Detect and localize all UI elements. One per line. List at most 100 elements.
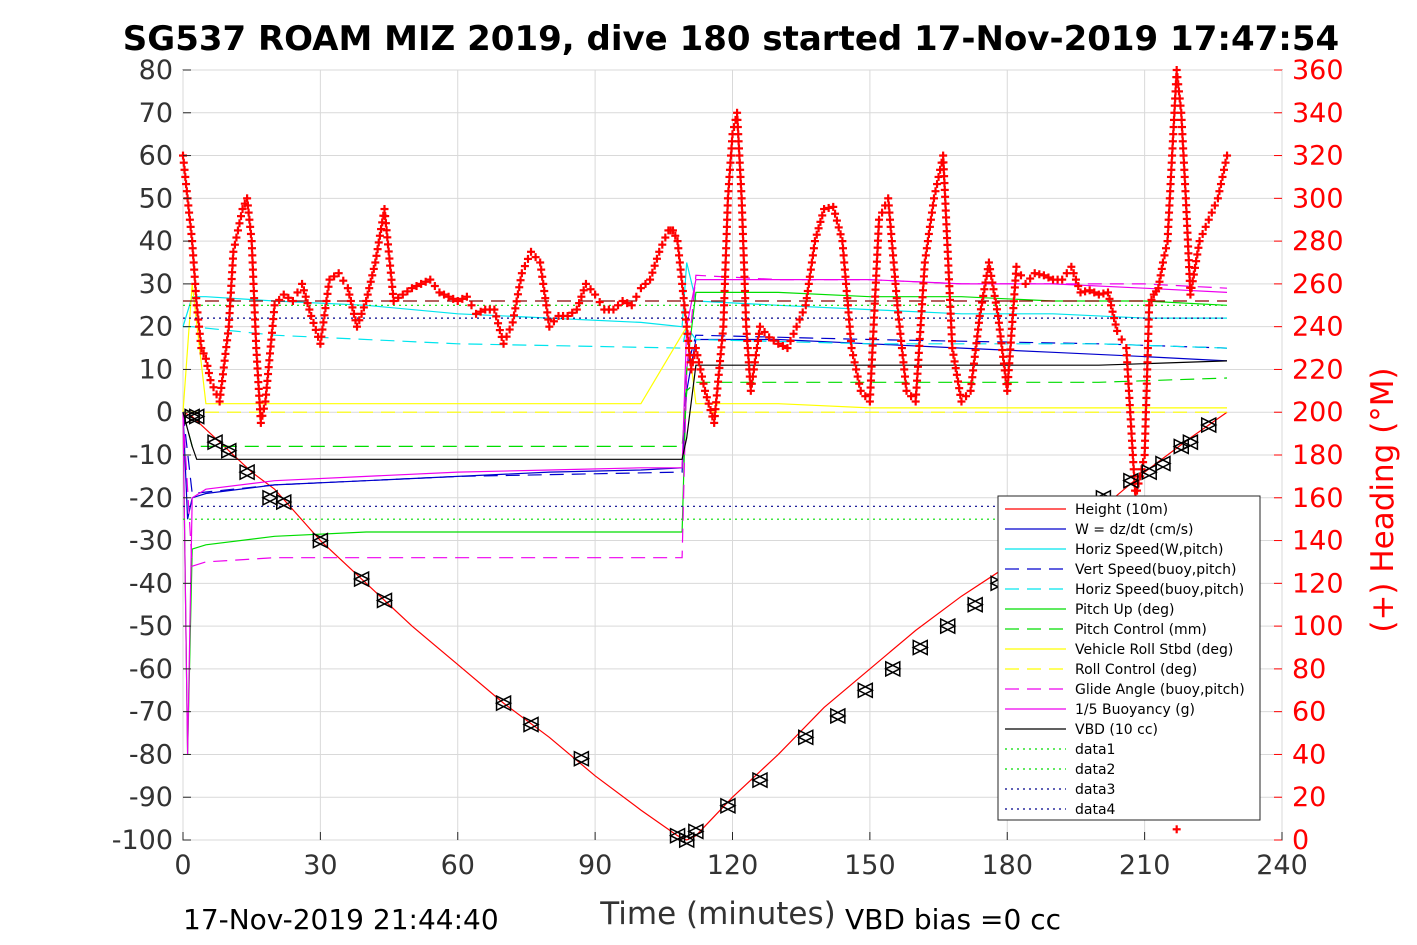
heading-point-116-4 — [1124, 372, 1133, 381]
y-tick-right-18: 360 — [1292, 55, 1344, 86]
heading-point-97-2 — [950, 357, 959, 366]
heading-point-90-14 — [892, 294, 901, 303]
heading-point-27-4 — [368, 271, 377, 280]
heading-point-68-7 — [714, 370, 723, 379]
heading-point-20-3 — [303, 299, 312, 308]
legend-label-9: Glide Angle (buoy,pitch) — [1075, 682, 1245, 698]
heading-point-22-2 — [318, 325, 327, 334]
heading-point-93-7 — [914, 348, 923, 357]
x-tick-2: 60 — [441, 850, 475, 881]
heading-point-63-5 — [681, 315, 690, 324]
heading-point-2-5 — [190, 272, 199, 281]
heading-point-46-1 — [537, 265, 546, 274]
heading-point-73-14 — [741, 294, 750, 303]
heading-point-1-2 — [185, 208, 194, 217]
heading-point-93-11 — [916, 321, 925, 330]
heading-point-68-2 — [711, 405, 720, 414]
heading-point-3-1 — [193, 308, 202, 317]
heading-point-29-3 — [382, 226, 391, 235]
heading-point-66-0 — [691, 344, 700, 353]
heading-point-127-7 — [1179, 158, 1188, 167]
heading-point-57-0 — [636, 284, 645, 293]
heading-point-93-8 — [915, 341, 924, 350]
heading-point-73-7 — [739, 244, 748, 253]
heading-point-94-4 — [924, 229, 933, 238]
heading-point-49-1 — [568, 308, 577, 317]
heading-point-28-3 — [374, 238, 383, 247]
heading-point-0-3 — [181, 172, 190, 181]
heading-point-12-1 — [243, 201, 252, 210]
heading-point-51-1 — [586, 285, 595, 294]
heading-point-101-2 — [987, 271, 996, 280]
heading-point-82-2 — [814, 224, 823, 233]
heading-point-31-0 — [398, 290, 407, 299]
heading-point-99-5 — [970, 352, 979, 361]
heading-point-34-1 — [430, 282, 439, 291]
legend-label-8: Roll Control (deg) — [1075, 662, 1197, 678]
heading-point-73-17 — [741, 315, 750, 324]
heading-point-68-12 — [718, 336, 727, 345]
heading-point-122-0 — [1154, 284, 1163, 293]
heading-point-116-15 — [1128, 451, 1137, 459]
heading-point-24-1 — [339, 276, 348, 285]
heading-point-91-5 — [897, 336, 906, 345]
heading-point-16-9 — [267, 335, 276, 344]
heading-point-94-8 — [928, 201, 937, 210]
heading-point-31-1 — [403, 287, 412, 296]
heading-point-70-7 — [727, 144, 736, 153]
heading-point-103-0 — [1003, 386, 1012, 395]
heading-point-96-6 — [941, 192, 950, 201]
y-tick-right-1: 20 — [1292, 782, 1326, 813]
heading-point-70-0 — [723, 194, 732, 203]
legend-label-15: data4 — [1075, 802, 1116, 818]
series-line-11 — [182, 360, 1228, 460]
heading-point-124-1 — [1163, 229, 1172, 238]
heading-point-85-0 — [838, 237, 847, 246]
heading-point-41-3 — [495, 326, 504, 335]
heading-point-26-3 — [359, 303, 368, 312]
heading-point-82-3 — [816, 217, 825, 226]
heading-point-119-14 — [1143, 351, 1152, 360]
heading-point-127-0 — [1177, 108, 1186, 117]
heading-point-115-1 — [1117, 335, 1126, 344]
heading-point-75-8 — [754, 329, 763, 338]
heading-point-127-2 — [1178, 123, 1187, 132]
heading-point-66-3 — [696, 365, 705, 374]
y-tick-left-1: -90 — [129, 782, 173, 813]
heading-point-13-6 — [249, 279, 258, 288]
heading-point-28-4 — [375, 231, 384, 240]
heading-point-110-3 — [1074, 282, 1083, 291]
heading-point-75-6 — [752, 344, 761, 353]
heading-point-38-1 — [467, 301, 476, 310]
heading-point-84-2 — [832, 216, 841, 225]
heading-point-56-0 — [627, 301, 636, 310]
heading-point-131-1 — [1207, 208, 1216, 217]
heading-point-54-0 — [609, 305, 618, 314]
heading-point-97-4 — [952, 370, 961, 379]
heading-point-72-5 — [734, 144, 743, 153]
heading-point-55-0 — [618, 297, 627, 305]
heading-point-124-0 — [1163, 237, 1172, 246]
heading-point-8-3 — [226, 302, 235, 311]
y-tick-left-7: -30 — [129, 526, 173, 557]
heading-point-126-2 — [1174, 80, 1183, 89]
heading-point-15-0 — [256, 418, 265, 427]
heading-point-13-3 — [248, 258, 257, 267]
heading-point-61-1 — [671, 231, 680, 240]
heading-point-91-3 — [895, 322, 904, 331]
legend-label-12: data1 — [1075, 742, 1115, 758]
heading-point-14-2 — [253, 357, 262, 366]
heading-point-77-0 — [765, 333, 774, 342]
marker-12 — [572, 750, 591, 767]
heading-point-128-1 — [1182, 201, 1191, 210]
heading-point-18-1 — [284, 293, 293, 302]
heading-point-41-0 — [490, 305, 499, 314]
heading-point-14-3 — [253, 364, 262, 373]
heading-point-88-8 — [868, 341, 877, 350]
heading-point-62-4 — [676, 265, 685, 274]
heading-point-91-11 — [901, 379, 910, 388]
heading-point-96-5 — [940, 185, 949, 194]
heading-point-103-2 — [1004, 373, 1013, 382]
heading-point-126-1 — [1173, 73, 1182, 82]
heading-point-70-6 — [726, 151, 735, 160]
